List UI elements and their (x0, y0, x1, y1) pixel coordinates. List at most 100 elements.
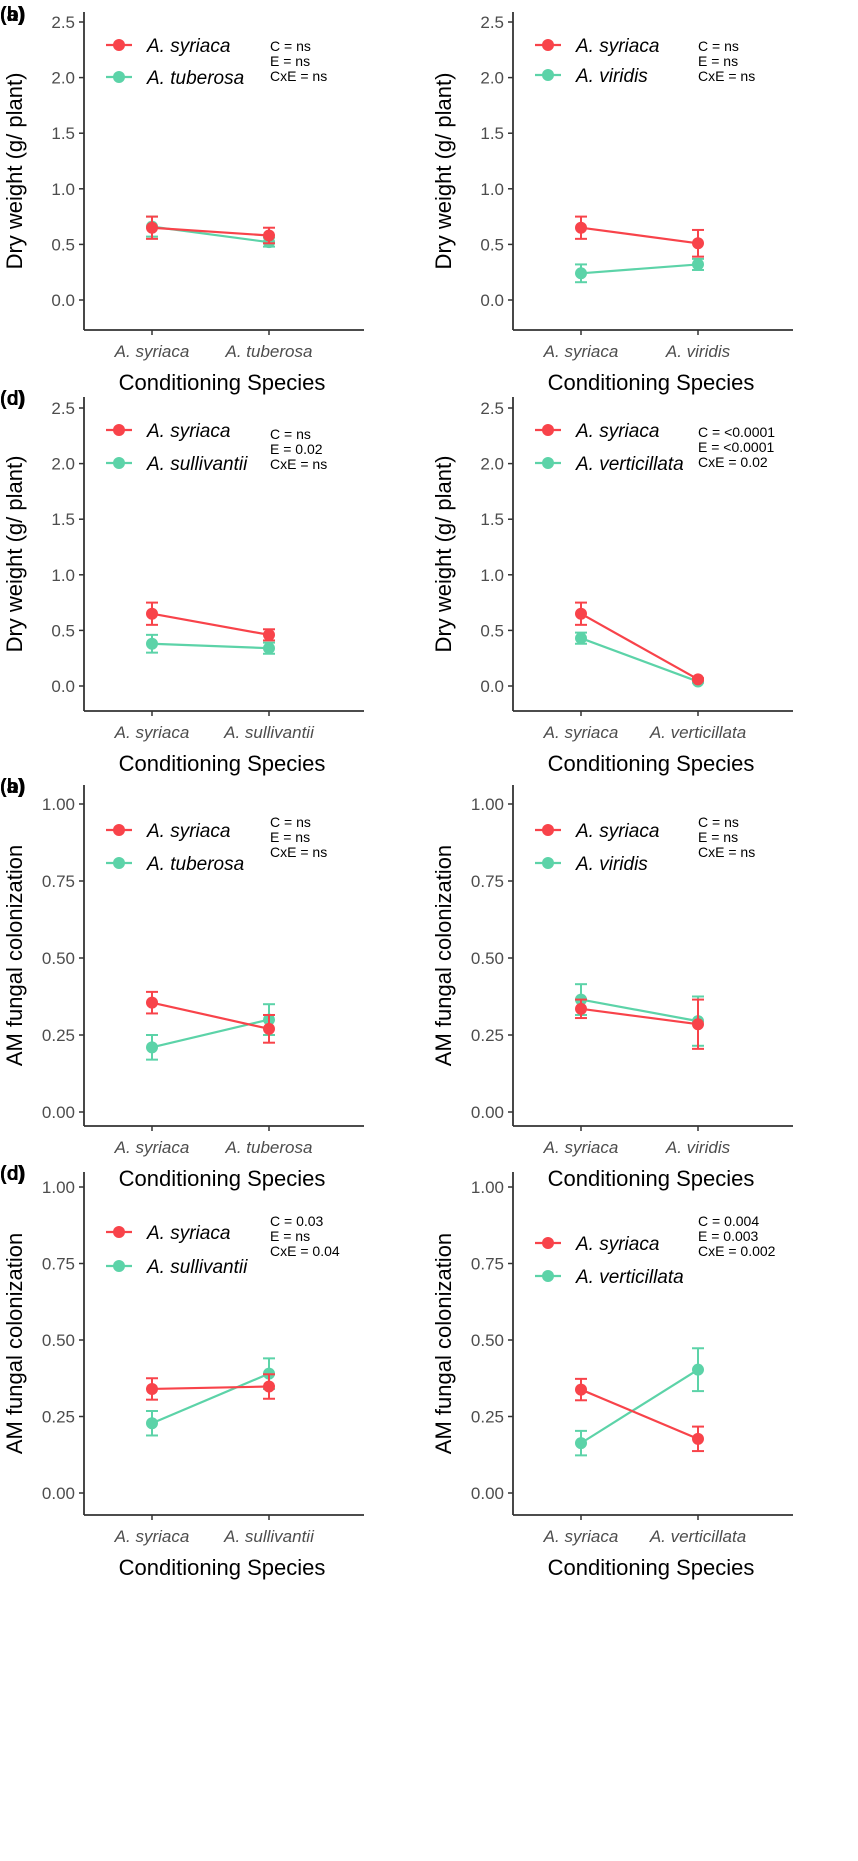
stats-annotation: C = ns (270, 814, 311, 830)
legend-label: A. syriaca (146, 1223, 230, 1244)
chart-panel: (b) 0.00 0.25 0.50 0.75 1.00 A. syriaca A. viri… (0, 776, 793, 1191)
legend-swatch-point (542, 424, 554, 436)
y-tick-label: 1.00 (42, 795, 75, 814)
data-point (146, 1417, 158, 1430)
legend-swatch-point (113, 71, 125, 83)
stats-annotation: C = 0.004 (698, 1213, 759, 1229)
x-tick-label: A. tuberosa (225, 342, 313, 361)
y-tick-label: 0.75 (42, 1255, 75, 1274)
chart-panel: (c) 0.00 0.25 0.50 0.75 1.00 A. syriaca A. sull… (0, 1163, 364, 1580)
x-tick-label: A. viridis (665, 1138, 731, 1157)
legend-label: A. syriaca (146, 36, 230, 57)
stats-annotation: C = ns (698, 38, 739, 54)
y-tick-label: 0.5 (51, 235, 75, 254)
data-point (692, 1018, 704, 1031)
x-tick-label: A. sullivantii (223, 723, 315, 742)
x-tick-label: A. syriaca (543, 723, 619, 742)
legend-swatch-point (113, 824, 125, 836)
y-tick-label: 0.75 (471, 872, 504, 891)
data-point (575, 632, 587, 645)
y-tick-label: 0.0 (480, 677, 504, 696)
y-axis-title: AM fungal colonization (431, 845, 456, 1066)
y-tick-label: 0.5 (51, 621, 75, 640)
x-tick-label: A. syriaca (543, 1527, 619, 1546)
y-axis-title: Dry weight (g/ plant) (431, 456, 456, 653)
data-point (692, 237, 704, 250)
y-tick-label: 1.0 (480, 180, 504, 199)
stats-annotation: CxE = ns (270, 68, 327, 84)
x-tick-label: A. syriaca (114, 342, 190, 361)
y-tick-label: 0.25 (471, 1408, 504, 1427)
legend-swatch-point (542, 457, 554, 469)
legend-label: A. syriaca (575, 821, 659, 842)
legend-label: A. tuberosa (146, 854, 244, 875)
stats-annotation: E = ns (270, 53, 310, 69)
legend-swatch-point (113, 457, 125, 469)
x-axis-title: Conditioning Species (119, 1555, 326, 1580)
y-tick-label: 0.50 (471, 1331, 504, 1350)
series-line (151, 642, 270, 650)
legend-label: A. sullivantii (146, 454, 248, 475)
x-tick-label: A. syriaca (114, 1138, 190, 1157)
y-tick-label: 1.5 (480, 124, 504, 143)
series-line (151, 1372, 270, 1425)
chart-panel: (a) 0.0 0.5 1.0 1.5 2.0 2.5 A. syriaca A. tubero… (0, 4, 364, 395)
x-axis-title: Conditioning Species (548, 370, 755, 395)
stats-annotation: E = <0.0001 (698, 439, 775, 455)
legend-swatch-point (542, 824, 554, 836)
stats-annotation: C = ns (270, 426, 311, 442)
y-tick-label: 2.5 (480, 399, 504, 418)
x-tick-label: A. syriaca (114, 723, 190, 742)
series-line (151, 226, 270, 237)
panel-letter: (b) (0, 4, 26, 26)
stats-annotation: C = ns (698, 814, 739, 830)
legend-swatch-point (113, 1260, 125, 1272)
stats-annotation: CxE = ns (270, 844, 327, 860)
data-point (146, 221, 158, 234)
series-line (580, 1388, 699, 1440)
stats-annotation: C = ns (270, 38, 311, 54)
stats-annotation: E = ns (270, 1228, 310, 1244)
y-tick-label: 0.00 (42, 1484, 75, 1503)
x-tick-label: A. tuberosa (225, 1138, 313, 1157)
panel-letter: (a) (0, 776, 24, 798)
data-point (575, 267, 587, 280)
series-line (580, 637, 699, 683)
y-tick-label: 1.00 (42, 1178, 75, 1197)
chart-panel: (d) 0.0 0.5 1.0 1.5 2.0 2.5 A. syriaca A. vertic… (0, 388, 793, 776)
stats-annotation: E = ns (698, 829, 738, 845)
panel-letter: (d) (0, 388, 26, 410)
y-tick-label: 1.0 (51, 180, 75, 199)
y-tick-label: 0.50 (42, 949, 75, 968)
x-tick-label: A. syriaca (543, 342, 619, 361)
x-tick-label: A. verticillata (649, 1527, 746, 1546)
y-tick-label: 0.50 (42, 1331, 75, 1350)
chart-panel: (c) 0.0 0.5 1.0 1.5 2.0 2.5 A. syriaca A. sulliv… (0, 388, 364, 776)
data-point (146, 996, 158, 1009)
data-point (575, 1437, 587, 1450)
y-tick-label: 2.0 (480, 69, 504, 88)
y-tick-label: 0.25 (471, 1026, 504, 1045)
stats-annotation: CxE = 0.02 (698, 454, 768, 470)
legend-swatch-point (542, 857, 554, 869)
chart-panel: (b) 0.0 0.5 1.0 1.5 2.0 2.5 A. syriaca A. viridi… (0, 4, 793, 395)
y-axis-title: Dry weight (g/ plant) (2, 73, 27, 270)
x-tick-label: A. sullivantii (223, 1527, 315, 1546)
legend-label: A. syriaca (575, 1234, 659, 1255)
data-point (263, 229, 275, 242)
panel-letter: (d) (0, 1163, 26, 1185)
series-line (580, 1007, 699, 1026)
y-tick-label: 1.5 (480, 510, 504, 529)
y-tick-label: 0.75 (42, 872, 75, 891)
data-point (146, 1041, 158, 1054)
y-tick-label: 1.5 (51, 510, 75, 529)
legend-label: A. sullivantii (146, 1257, 248, 1278)
series-line (580, 263, 699, 275)
y-axis-title: AM fungal colonization (2, 845, 27, 1066)
legend-swatch-point (542, 69, 554, 81)
chart-panel: (d) 0.00 0.25 0.50 0.75 1.00 A. syriaca A. vert… (0, 1163, 793, 1580)
legend-swatch-point (113, 424, 125, 436)
y-tick-label: 1.0 (51, 566, 75, 585)
legend-label: A. syriaca (146, 821, 230, 842)
